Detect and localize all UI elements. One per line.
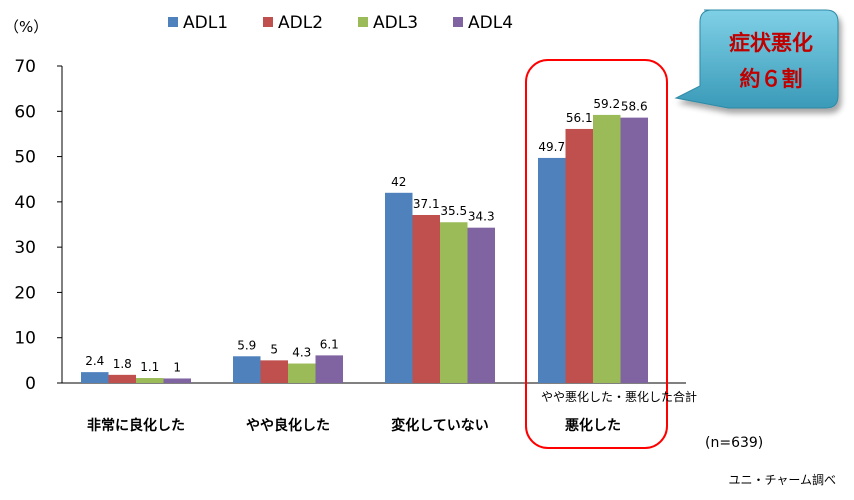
- bar-adl4-1: [315, 355, 343, 383]
- data-label: 2.4: [85, 354, 104, 368]
- data-label: 1: [173, 360, 181, 374]
- legend: ADL1 ADL2 ADL3 ADL4: [168, 13, 513, 33]
- data-label: 59.2: [593, 97, 620, 111]
- data-label: 58.6: [621, 100, 648, 114]
- bar-adl2-0: [108, 374, 136, 383]
- y-tick-label: 30: [14, 238, 36, 258]
- bar-adl4-3: [620, 117, 648, 383]
- callout: [674, 9, 839, 109]
- y-tick-label: 10: [14, 329, 36, 349]
- legend-swatch-adl1: [168, 17, 178, 27]
- legend-label-adl1: ADL1: [183, 13, 228, 33]
- legend-label-adl3: ADL3: [373, 13, 418, 33]
- highlight-box: [525, 59, 668, 449]
- callout-line-2: 約６割: [740, 67, 803, 91]
- bar-adl1-3: [538, 157, 566, 383]
- data-labels: 2.4 5.9 42 49.7 1.8 5 37.1 56.1 1.1 4.3 35.5 59.2 1 6…: [85, 97, 647, 375]
- data-label: 35.5: [440, 204, 467, 218]
- legend-swatch-adl4: [453, 17, 463, 27]
- y-tick-label: 50: [14, 148, 36, 168]
- data-label: 37.1: [413, 197, 440, 211]
- category-label: 悪化した: [565, 417, 621, 434]
- bar-adl1-0: [81, 372, 109, 383]
- bar-adl2-2: [412, 214, 440, 383]
- callout-line-1: 症状悪化: [729, 31, 813, 55]
- y-tick-label: 40: [14, 193, 36, 213]
- data-label: 5: [270, 342, 278, 356]
- bar-adl3-2: [440, 222, 468, 383]
- data-label: 6.1: [320, 337, 339, 351]
- sample-size: (n=639): [705, 435, 763, 451]
- data-label: 49.7: [538, 140, 565, 154]
- data-label: 56.1: [566, 111, 593, 125]
- data-label: 5.9: [237, 338, 256, 352]
- bar-adl1-1: [233, 356, 261, 383]
- bar-adl3-0: [136, 378, 164, 383]
- data-label: 1.8: [113, 357, 132, 371]
- group-note: やや悪化した・悪化した合計: [541, 389, 697, 404]
- category-labels: 非常に良化した やや良化した 変化していない 悪化した: [87, 417, 621, 434]
- y-tick-label: 70: [14, 57, 36, 77]
- bar-adl4-0: [163, 378, 191, 383]
- legend-swatch-adl2: [263, 17, 273, 27]
- bar-adl2-1: [260, 360, 288, 383]
- data-label: 1.1: [140, 360, 159, 374]
- data-label: 42: [391, 175, 406, 189]
- data-label: 34.3: [468, 210, 495, 224]
- legend-label-adl4: ADL4: [468, 13, 513, 33]
- bar-adl2-3: [565, 128, 593, 383]
- legend-swatch-adl3: [358, 17, 368, 27]
- y-ticks: 0 10 20 30 40 50 60 70: [14, 57, 62, 394]
- data-label: 4.3: [292, 346, 311, 360]
- bars: [81, 114, 648, 383]
- y-tick-label: 0: [25, 374, 36, 394]
- source-note: ユニ・チャーム調べ: [728, 473, 836, 487]
- category-label: 変化していない: [391, 417, 489, 434]
- bar-adl1-2: [385, 192, 413, 383]
- bar-adl3-3: [593, 114, 621, 383]
- y-tick-label: 60: [14, 102, 36, 122]
- y-unit-label: （%）: [4, 18, 48, 36]
- legend-label-adl2: ADL2: [278, 13, 323, 33]
- bar-adl4-2: [467, 227, 495, 383]
- y-tick-label: 20: [14, 283, 36, 303]
- category-label: 非常に良化した: [87, 417, 185, 434]
- bar-adl3-1: [288, 363, 316, 383]
- category-label: やや良化した: [246, 417, 330, 434]
